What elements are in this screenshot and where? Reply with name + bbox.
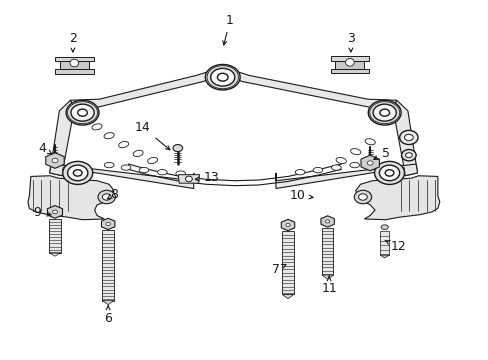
Ellipse shape bbox=[102, 194, 111, 200]
Ellipse shape bbox=[312, 167, 322, 173]
Ellipse shape bbox=[92, 124, 102, 130]
Polygon shape bbox=[360, 155, 379, 171]
Polygon shape bbox=[50, 164, 193, 189]
Ellipse shape bbox=[379, 109, 389, 116]
Polygon shape bbox=[281, 219, 294, 231]
Ellipse shape bbox=[404, 134, 412, 141]
Ellipse shape bbox=[379, 165, 399, 181]
Ellipse shape bbox=[53, 210, 57, 213]
Ellipse shape bbox=[106, 222, 110, 225]
Ellipse shape bbox=[367, 100, 400, 125]
Text: 12: 12 bbox=[384, 240, 405, 253]
Polygon shape bbox=[320, 216, 334, 227]
Text: 1: 1 bbox=[223, 14, 233, 45]
Text: 3: 3 bbox=[346, 32, 354, 52]
Ellipse shape bbox=[401, 149, 415, 161]
Ellipse shape bbox=[157, 170, 167, 175]
Polygon shape bbox=[46, 153, 64, 168]
Ellipse shape bbox=[372, 104, 395, 121]
Polygon shape bbox=[102, 301, 114, 305]
Polygon shape bbox=[321, 228, 333, 275]
Polygon shape bbox=[70, 69, 219, 108]
Text: 8: 8 bbox=[107, 188, 118, 201]
Ellipse shape bbox=[70, 59, 79, 67]
Ellipse shape bbox=[73, 170, 82, 176]
Ellipse shape bbox=[325, 220, 329, 223]
Ellipse shape bbox=[331, 165, 341, 170]
Polygon shape bbox=[60, 61, 89, 69]
Ellipse shape bbox=[374, 161, 404, 184]
Ellipse shape bbox=[349, 162, 359, 168]
Polygon shape bbox=[49, 253, 61, 256]
Ellipse shape bbox=[52, 158, 58, 163]
Ellipse shape bbox=[366, 161, 372, 165]
Polygon shape bbox=[335, 60, 364, 69]
Text: 2: 2 bbox=[69, 32, 77, 52]
Polygon shape bbox=[275, 164, 417, 189]
Ellipse shape bbox=[399, 130, 417, 145]
Ellipse shape bbox=[335, 157, 346, 163]
Ellipse shape bbox=[173, 145, 182, 152]
Ellipse shape bbox=[67, 165, 88, 181]
Ellipse shape bbox=[205, 64, 240, 90]
Text: 10: 10 bbox=[289, 189, 312, 202]
Ellipse shape bbox=[147, 157, 157, 164]
Ellipse shape bbox=[62, 161, 93, 184]
Polygon shape bbox=[321, 275, 333, 279]
Ellipse shape bbox=[121, 165, 131, 170]
Ellipse shape bbox=[285, 224, 289, 226]
Text: 13: 13 bbox=[195, 171, 219, 184]
Polygon shape bbox=[380, 231, 388, 255]
Text: 4: 4 bbox=[39, 141, 52, 154]
Polygon shape bbox=[55, 69, 94, 74]
Ellipse shape bbox=[104, 162, 114, 168]
Ellipse shape bbox=[405, 153, 411, 158]
Ellipse shape bbox=[104, 132, 114, 139]
Polygon shape bbox=[102, 218, 115, 230]
Text: 11: 11 bbox=[321, 276, 336, 294]
Polygon shape bbox=[380, 255, 388, 258]
Ellipse shape bbox=[139, 167, 148, 173]
Ellipse shape bbox=[217, 73, 227, 81]
Ellipse shape bbox=[98, 190, 115, 204]
Text: 14: 14 bbox=[135, 121, 169, 150]
Polygon shape bbox=[28, 176, 114, 220]
Ellipse shape bbox=[66, 100, 99, 125]
Polygon shape bbox=[50, 100, 74, 176]
Polygon shape bbox=[330, 69, 368, 73]
Polygon shape bbox=[47, 206, 62, 218]
Ellipse shape bbox=[358, 194, 366, 200]
Polygon shape bbox=[355, 176, 439, 220]
Text: 6: 6 bbox=[104, 306, 112, 325]
Polygon shape bbox=[282, 294, 293, 299]
Polygon shape bbox=[330, 56, 368, 60]
Ellipse shape bbox=[350, 149, 360, 155]
Ellipse shape bbox=[210, 68, 234, 86]
Polygon shape bbox=[282, 231, 293, 294]
Ellipse shape bbox=[345, 58, 353, 66]
Polygon shape bbox=[49, 219, 61, 253]
Polygon shape bbox=[178, 175, 199, 183]
Text: 5: 5 bbox=[373, 147, 389, 160]
Text: 9: 9 bbox=[34, 206, 51, 219]
Polygon shape bbox=[55, 57, 94, 61]
Ellipse shape bbox=[176, 171, 185, 176]
Ellipse shape bbox=[119, 141, 128, 148]
Ellipse shape bbox=[78, 109, 87, 116]
Ellipse shape bbox=[353, 190, 371, 204]
Ellipse shape bbox=[185, 176, 192, 182]
Ellipse shape bbox=[380, 225, 387, 229]
Text: 7: 7 bbox=[271, 263, 285, 276]
Ellipse shape bbox=[295, 170, 305, 175]
Polygon shape bbox=[226, 69, 396, 108]
Ellipse shape bbox=[365, 139, 374, 145]
Ellipse shape bbox=[385, 170, 393, 176]
Ellipse shape bbox=[133, 150, 143, 157]
Polygon shape bbox=[393, 100, 417, 176]
Polygon shape bbox=[102, 230, 114, 301]
Ellipse shape bbox=[71, 104, 94, 121]
